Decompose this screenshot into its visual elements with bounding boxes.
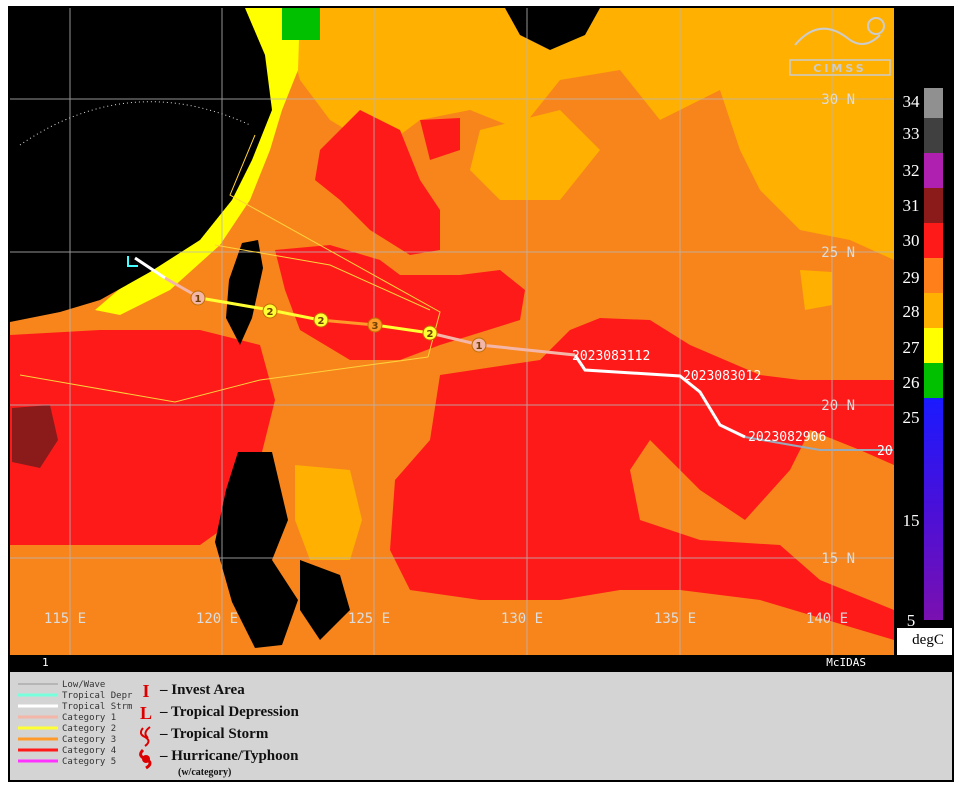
sea-cooler	[295, 465, 362, 560]
longitude-label: 130 E	[501, 611, 543, 627]
sea-hot	[275, 245, 525, 360]
category-number: 3	[372, 321, 379, 332]
colorbar-unit: degC	[912, 632, 944, 648]
category-marker	[262, 303, 278, 319]
colorbar-label: 32	[903, 161, 920, 180]
legend-symbol-label: – Tropical Depression	[159, 704, 300, 720]
category-markers: 1 2 2 3 2 1	[190, 290, 487, 353]
legend-line-label: Tropical Strm	[62, 702, 132, 712]
depression-legend-symbol: L	[140, 703, 152, 723]
logo: CIMSS	[789, 17, 891, 76]
colorbar-label: 33	[903, 124, 920, 143]
latitude-labels: 30 N 25 N 20 N 15 N	[821, 92, 855, 567]
land-philippines	[300, 560, 350, 640]
colorbar-label: 30	[903, 231, 920, 250]
colorbar-label: 28	[903, 302, 920, 321]
latitude-label: 30 N	[821, 92, 855, 108]
longitude-label: 135 E	[654, 611, 696, 627]
sea-cooler	[280, 8, 720, 150]
legend-note: (w/category)	[178, 767, 231, 778]
sea-hot	[420, 118, 460, 160]
category-number: 1	[195, 294, 202, 305]
latitude-label: 25 N	[821, 245, 855, 261]
legend-line-label: Category 5	[62, 757, 116, 767]
track-time-label: 2023083112	[572, 349, 650, 364]
legend-line-label: Category 2	[62, 724, 116, 734]
category-number: 2	[427, 329, 434, 340]
category-marker	[367, 317, 383, 333]
legend-line-label: Category 1	[62, 713, 116, 723]
logo-text: CIMSS	[813, 62, 866, 75]
category-marker	[471, 337, 487, 353]
land-taiwan	[226, 240, 263, 345]
colorbar-label: 15	[903, 511, 920, 530]
track-time-label: 2023083012	[683, 369, 761, 384]
sea-cooler	[470, 110, 600, 200]
footer-strip	[10, 655, 894, 670]
invest-symbol: I	[142, 681, 149, 701]
typhoon-symbol-core	[142, 755, 150, 763]
colorbar-label: 29	[903, 268, 920, 287]
longitude-label: 120 E	[196, 611, 238, 627]
sea-cooler	[720, 8, 894, 260]
storm-symbol	[139, 726, 151, 747]
sea-hot	[10, 330, 275, 545]
sea-hottest	[12, 405, 58, 468]
category-number: 2	[267, 307, 274, 318]
track-labels: 2023083112 2023083012 2023082906 20	[572, 349, 893, 459]
colorbar-label: 31	[903, 196, 920, 215]
latitude-label: 20 N	[821, 398, 855, 414]
range-ring	[19, 101, 251, 146]
frame-number: 1	[42, 656, 49, 669]
land-philippines	[215, 452, 298, 648]
legend-symbols: I L – Invest Area – Tropical Depression – …	[139, 681, 300, 778]
category-number: 1	[476, 341, 483, 352]
sea-hot	[315, 110, 440, 255]
longitude-label: 140 E	[806, 611, 848, 627]
land-china	[10, 8, 272, 322]
category-marker	[190, 290, 206, 306]
colorbar-label: 34	[903, 92, 921, 111]
colorbar-label: 25	[903, 408, 920, 427]
sea-coolest	[282, 8, 320, 40]
latitude-label: 15 N	[821, 551, 855, 567]
legend-line-label: Low/Wave	[62, 680, 105, 690]
sea-cooler	[800, 270, 832, 310]
land-korea	[505, 8, 600, 50]
legend-line-label: Category 4	[62, 746, 116, 756]
category-marker	[422, 325, 438, 341]
colorbar-label: 27	[903, 338, 921, 357]
sea-cool	[95, 8, 300, 315]
legend-line-label: Category 3	[62, 735, 116, 745]
longitude-label: 115 E	[44, 611, 86, 627]
sea-hot	[390, 318, 894, 640]
longitude-labels: 115 E 120 E 125 E 130 E 135 E 140 E	[44, 611, 848, 627]
sst-map: 1 2 2 3 2 1 2023083112 2023083012 2023082906 20 …	[10, 8, 894, 655]
colorbar-labels: 34 33 32 31 30 29 28 27 26 25 15 5	[903, 92, 921, 630]
legend-symbol-label: – Tropical Storm	[159, 726, 269, 742]
legend-symbol-label: – Invest Area	[159, 682, 245, 698]
longitude-label: 125 E	[348, 611, 390, 627]
colorbar-label: 5	[907, 611, 916, 630]
legend-panel	[10, 672, 952, 780]
legend-line-label: Tropical Depr	[62, 691, 133, 701]
legend-symbol-label: – Hurricane/Typhoon	[159, 748, 299, 764]
software-name: McIDAS	[826, 656, 866, 669]
colorbar: 34 33 32 31 30 29 28 27 26 25 15 5 degC	[897, 8, 952, 655]
track-time-label: 20	[877, 444, 893, 459]
category-number: 2	[318, 316, 325, 327]
track-time-label: 2023082906	[748, 430, 826, 445]
depression-symbol	[127, 256, 138, 267]
category-marker	[313, 312, 329, 328]
colorbar-label: 26	[903, 373, 920, 392]
